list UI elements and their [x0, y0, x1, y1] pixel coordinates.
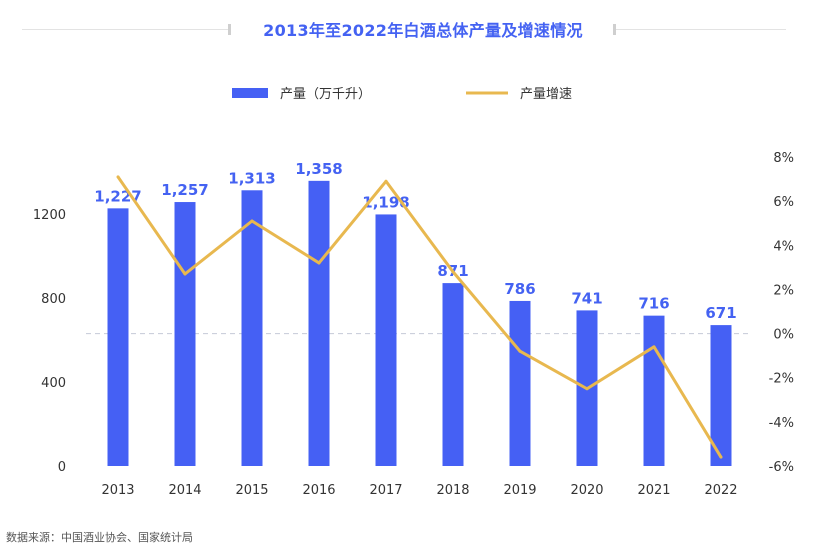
growth-rate-point [384, 179, 388, 183]
bar-value-label: 716 [638, 295, 669, 313]
growth-rate-point [719, 455, 723, 459]
y-right-tick-label: -6% [769, 460, 794, 475]
bar-value-label: 786 [504, 280, 535, 298]
growth-rate-point [585, 387, 589, 391]
y-right-tick-label: 8% [773, 151, 794, 166]
bar-value-label: 1,358 [295, 160, 342, 178]
y-right-tick-label: -4% [769, 416, 794, 431]
x-tick-label: 2015 [235, 483, 268, 498]
growth-rate-point [116, 175, 120, 179]
y-left-tick-label: 800 [41, 292, 66, 307]
y-left-tick-label: 0 [58, 460, 66, 475]
growth-rate-point [183, 272, 187, 276]
x-tick-label: 2018 [436, 483, 469, 498]
title-rule-left [22, 29, 228, 30]
legend-bar-label: 产量（万千升） [280, 87, 371, 102]
growth-rate-line [116, 176, 723, 458]
growth-rate-point [652, 345, 656, 349]
x-tick-label: 2022 [704, 483, 737, 498]
y-right-tick-label: 6% [773, 195, 794, 210]
source-note: 数据来源：中国酒业协会、国家统计局 [6, 531, 193, 544]
bar [710, 325, 732, 466]
legend-bar-swatch [232, 88, 268, 98]
bar [509, 300, 531, 466]
bar [174, 202, 196, 467]
y-left-tick-label: 1200 [33, 208, 66, 223]
y-right-tick-label: 4% [773, 239, 794, 254]
bar [107, 208, 129, 466]
bar [643, 315, 665, 466]
growth-rate-point [518, 349, 522, 353]
bar [241, 190, 263, 466]
title-cap-right [613, 24, 616, 35]
title-rule-right [616, 29, 786, 30]
chart-title: 2013年至2022年白酒总体产量及增速情况 [263, 21, 583, 40]
chart-title-bar: 2013年至2022年白酒总体产量及增速情况 [0, 14, 814, 44]
growth-rate-point [317, 261, 321, 265]
bar-value-label: 1,257 [161, 181, 208, 199]
y-right-tick-label: 0% [773, 328, 794, 343]
growth-rate-point [250, 219, 254, 223]
x-tick-label: 2016 [302, 483, 335, 498]
bar [375, 214, 397, 466]
x-tick-label: 2019 [503, 483, 536, 498]
y-left-tick-label: 400 [41, 376, 66, 391]
legend-line-label: 产量增速 [520, 87, 572, 102]
chart-canvas: 产量（万千升） 产量增速 0 400 800 1200 -6% -4% -2% 0% 2% 4% 6% 8… [33, 87, 794, 498]
bar-value-label: 671 [705, 304, 736, 322]
bar [442, 283, 464, 466]
x-tick-label: 2013 [101, 483, 134, 498]
y-right-tick-label: 2% [773, 283, 794, 298]
x-tick-label: 2020 [570, 483, 603, 498]
x-tick-label: 2014 [168, 483, 201, 498]
growth-rate-point [451, 270, 455, 274]
x-tick-label: 2021 [637, 483, 670, 498]
y-right-tick-label: -2% [769, 372, 794, 387]
bar [308, 180, 330, 467]
bar-value-label: 741 [571, 289, 602, 307]
title-cap-left [228, 24, 231, 35]
bar-value-label: 1,313 [228, 169, 275, 187]
x-tick-label: 2017 [369, 483, 402, 498]
